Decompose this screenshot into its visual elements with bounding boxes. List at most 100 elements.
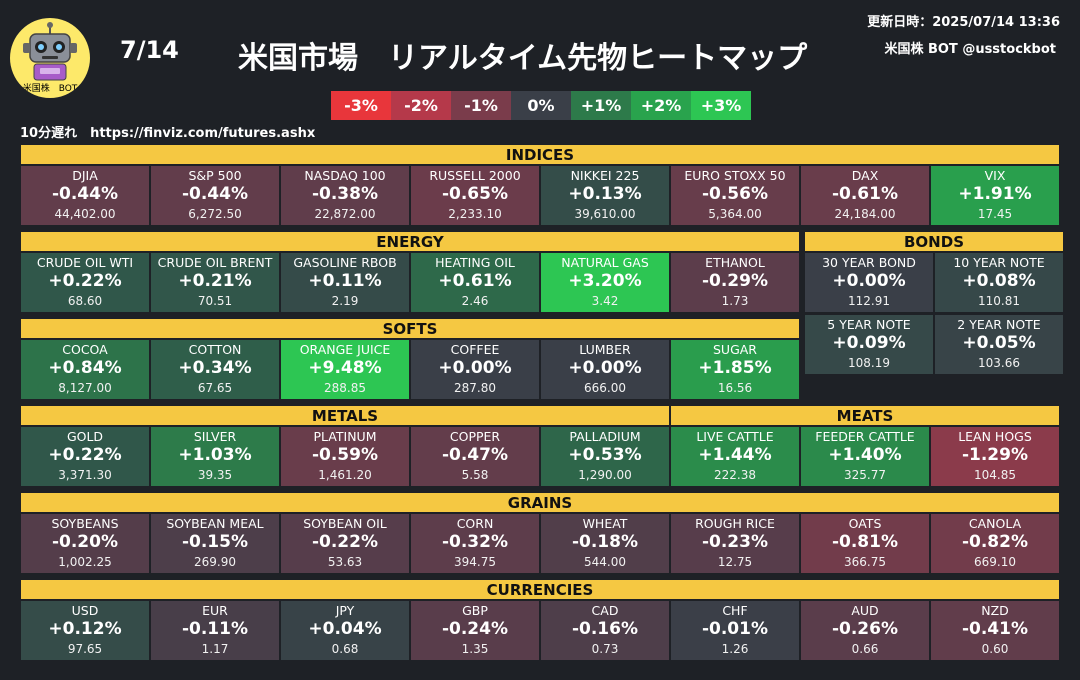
tile-5-year-note[interactable]: 5 YEAR NOTE +0.09% 108.19: [804, 314, 934, 375]
tile-name: 10 YEAR NOTE: [953, 255, 1045, 270]
tile-name: PLATINUM: [313, 429, 377, 444]
tile-nasdaq-100[interactable]: NASDAQ 100 -0.38% 22,872.00: [280, 165, 410, 226]
tile-aud[interactable]: AUD -0.26% 0.66: [800, 600, 930, 661]
tile-10-year-note[interactable]: 10 YEAR NOTE +0.08% 110.81: [934, 252, 1064, 313]
tile-euro-stoxx-50[interactable]: EURO STOXX 50 -0.56% 5,364.00: [670, 165, 800, 226]
section-header-softs: SOFTS: [20, 318, 800, 339]
tile-price: 1,002.25: [58, 555, 112, 569]
tile-feeder-cattle[interactable]: FEEDER CATTLE +1.40% 325.77: [800, 426, 930, 487]
tile-orange-juice[interactable]: ORANGE JUICE +9.48% 288.85: [280, 339, 410, 400]
tile-change: +0.22%: [48, 445, 122, 465]
tile-heating-oil[interactable]: HEATING OIL +0.61% 2.46: [410, 252, 540, 313]
tile-price: 5.58: [461, 468, 489, 482]
tile-change: +0.34%: [178, 358, 252, 378]
tile-price: 1.17: [201, 642, 229, 656]
tile-price: 544.00: [584, 555, 626, 569]
tile-sugar[interactable]: SUGAR +1.85% 16.56: [670, 339, 800, 400]
tile-name: COCOA: [62, 342, 108, 357]
tile-name: 2 YEAR NOTE: [957, 317, 1041, 332]
tile-change: +0.12%: [48, 619, 122, 639]
tile-change: +0.13%: [568, 184, 642, 204]
tile-natural-gas[interactable]: NATURAL GAS +3.20% 3.42: [540, 252, 670, 313]
tile-live-cattle[interactable]: LIVE CATTLE +1.44% 222.38: [670, 426, 800, 487]
tile-gold[interactable]: GOLD +0.22% 3,371.30: [20, 426, 150, 487]
tile-nzd[interactable]: NZD -0.41% 0.60: [930, 600, 1060, 661]
tile-price: 8,127.00: [58, 381, 112, 395]
tile-cocoa[interactable]: COCOA +0.84% 8,127.00: [20, 339, 150, 400]
tile-cad[interactable]: CAD -0.16% 0.73: [540, 600, 670, 661]
tile-nikkei-225[interactable]: NIKKEI 225 +0.13% 39,610.00: [540, 165, 670, 226]
tile-crude-oil-brent[interactable]: CRUDE OIL BRENT +0.21% 70.51: [150, 252, 280, 313]
tile-corn[interactable]: CORN -0.32% 394.75: [410, 513, 540, 574]
tile-crude-oil-wti[interactable]: CRUDE OIL WTI +0.22% 68.60: [20, 252, 150, 313]
tile-price: 44,402.00: [54, 207, 116, 221]
tile-name: AUD: [851, 603, 879, 618]
tile-sandp-500[interactable]: S&P 500 -0.44% 6,272.50: [150, 165, 280, 226]
tile-cotton[interactable]: COTTON +0.34% 67.65: [150, 339, 280, 400]
tile-30-year-bond[interactable]: 30 YEAR BOND +0.00% 112.91: [804, 252, 934, 313]
tile-change: -1.29%: [961, 445, 1029, 465]
tile-silver[interactable]: SILVER +1.03% 39.35: [150, 426, 280, 487]
tile-name: CORN: [456, 516, 494, 531]
tile-name: CRUDE OIL BRENT: [157, 255, 273, 270]
tile-jpy[interactable]: JPY +0.04% 0.68: [280, 600, 410, 661]
tile-change: +1.91%: [958, 184, 1032, 204]
tile-price: 2.46: [461, 294, 489, 308]
tile-change: +0.00%: [832, 271, 906, 291]
tile-name: LEAN HOGS: [958, 429, 1032, 444]
tile-soybean-oil[interactable]: SOYBEAN OIL -0.22% 53.63: [280, 513, 410, 574]
tile-gbp[interactable]: GBP -0.24% 1.35: [410, 600, 540, 661]
tile-chf[interactable]: CHF -0.01% 1.26: [670, 600, 800, 661]
tile-name: CAD: [591, 603, 619, 618]
tile-name: ORANGE JUICE: [299, 342, 391, 357]
tile-change: -0.23%: [701, 532, 769, 552]
tile-vix[interactable]: VIX +1.91% 17.45: [930, 165, 1060, 226]
tile-soybeans[interactable]: SOYBEANS -0.20% 1,002.25: [20, 513, 150, 574]
tile-gasoline-rbob[interactable]: GASOLINE RBOB +0.11% 2.19: [280, 252, 410, 313]
tile-price: 16.56: [717, 381, 753, 395]
tile-soybean-meal[interactable]: SOYBEAN MEAL -0.15% 269.90: [150, 513, 280, 574]
tile-usd[interactable]: USD +0.12% 97.65: [20, 600, 150, 661]
tile-russell-2000[interactable]: RUSSELL 2000 -0.65% 2,233.10: [410, 165, 540, 226]
tile-name: NASDAQ 100: [304, 168, 386, 183]
tile-copper[interactable]: COPPER -0.47% 5.58: [410, 426, 540, 487]
tile-rough-rice[interactable]: ROUGH RICE -0.23% 12.75: [670, 513, 800, 574]
tile-price: 0.73: [591, 642, 619, 656]
tile-eur[interactable]: EUR -0.11% 1.17: [150, 600, 280, 661]
tile-name: NZD: [981, 603, 1009, 618]
tile-change: +0.05%: [962, 333, 1036, 353]
tile-price: 110.81: [978, 294, 1020, 308]
tile-2-year-note[interactable]: 2 YEAR NOTE +0.05% 103.66: [934, 314, 1064, 375]
tile-djia[interactable]: DJIA -0.44% 44,402.00: [20, 165, 150, 226]
tile-change: -0.65%: [441, 184, 509, 204]
tile-oats[interactable]: OATS -0.81% 366.75: [800, 513, 930, 574]
tile-price: 70.51: [197, 294, 233, 308]
tile-ethanol[interactable]: ETHANOL -0.29% 1.73: [670, 252, 800, 313]
tile-wheat[interactable]: WHEAT -0.18% 544.00: [540, 513, 670, 574]
tile-name: HEATING OIL: [435, 255, 515, 270]
tile-price: 366.75: [844, 555, 886, 569]
tile-coffee[interactable]: COFFEE +0.00% 287.80: [410, 339, 540, 400]
tile-platinum[interactable]: PLATINUM -0.59% 1,461.20: [280, 426, 410, 487]
tile-dax[interactable]: DAX -0.61% 24,184.00: [800, 165, 930, 226]
tile-price: 666.00: [584, 381, 626, 395]
tile-name: SOYBEAN MEAL: [166, 516, 264, 531]
legend-swatch: +3%: [691, 91, 751, 120]
tile-lumber[interactable]: LUMBER +0.00% 666.00: [540, 339, 670, 400]
section-header-metals: METALS: [20, 405, 670, 426]
tile-price: 3,371.30: [58, 468, 112, 482]
tile-name: JPY: [335, 603, 355, 618]
tile-name: 30 YEAR BOND: [822, 255, 916, 270]
tile-lean-hogs[interactable]: LEAN HOGS -1.29% 104.85: [930, 426, 1060, 487]
tile-palladium[interactable]: PALLADIUM +0.53% 1,290.00: [540, 426, 670, 487]
tile-change: -0.29%: [701, 271, 769, 291]
tile-name: COFFEE: [450, 342, 500, 357]
tile-name: DJIA: [72, 168, 98, 183]
tile-price: 68.60: [67, 294, 103, 308]
tile-price: 2.19: [331, 294, 359, 308]
tile-change: -0.15%: [181, 532, 249, 552]
tile-change: -0.59%: [311, 445, 379, 465]
tile-canola[interactable]: CANOLA -0.82% 669.10: [930, 513, 1060, 574]
tile-name: PALLADIUM: [569, 429, 641, 444]
